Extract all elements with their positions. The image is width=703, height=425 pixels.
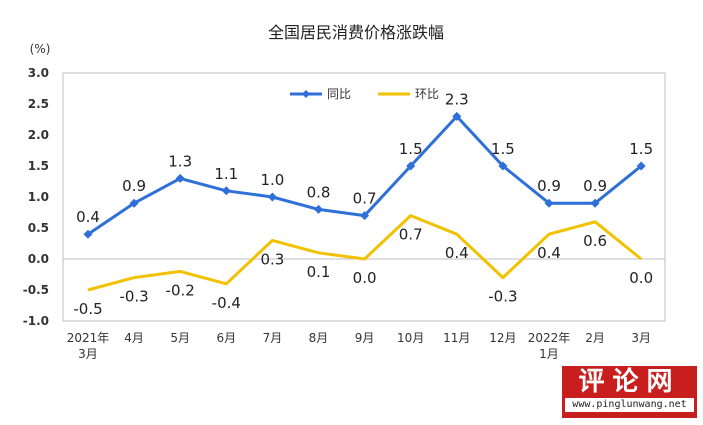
yoy-data-label: 0.9 (122, 177, 146, 195)
yoy-data-label: 1.0 (260, 171, 284, 189)
yoy-point-marker (175, 173, 185, 183)
mom-data-label: -0.4 (212, 294, 241, 312)
x-tick-label: 4月 (124, 331, 144, 345)
yoy-point-marker (267, 192, 277, 202)
y-tick-label: 2.5 (28, 97, 49, 111)
mom-data-label: 0.1 (307, 263, 331, 281)
x-tick-label: 11月 (443, 331, 470, 345)
mom-data-label: 0.0 (353, 269, 377, 287)
x-tick-label: 3月 (78, 347, 98, 361)
yoy-point-marker (544, 198, 554, 208)
yoy-point-marker (221, 186, 231, 196)
watermark-text: 评论网 (578, 367, 681, 397)
yoy-data-label: 1.5 (399, 140, 423, 158)
legend-label-yoy: 同比 (327, 87, 351, 101)
y-unit-label: (%) (30, 42, 51, 56)
x-tick-label: 10月 (397, 331, 424, 345)
x-tick-label: 9月 (355, 331, 375, 345)
x-tick-label: 2月 (585, 331, 605, 345)
mom-data-label: 0.3 (260, 250, 284, 268)
mom-data-label: 0.4 (537, 244, 561, 262)
yoy-point-marker (452, 111, 462, 121)
mom-data-label: 0.6 (583, 232, 607, 250)
yoy-point-marker (636, 161, 646, 171)
legend-label-mom: 环比 (415, 87, 439, 101)
yoy-data-label: 0.7 (353, 190, 377, 208)
yoy-point-marker (406, 161, 416, 171)
x-tick-label: 3月 (631, 331, 651, 345)
yoy-data-label: 1.5 (629, 140, 653, 158)
yoy-point-marker (83, 229, 93, 239)
mom-data-label: -0.3 (488, 288, 517, 306)
x-tick-label: 1月 (539, 347, 559, 361)
x-tick-label: 8月 (309, 331, 329, 345)
yoy-point-marker (314, 204, 323, 214)
yoy-data-label: 2.3 (445, 90, 469, 108)
plot-area: 3.0 2.5 2.0 1.5 1.0 0.5 0.0 -0.5 -1.0 2021年 3月 4月 5月… (23, 66, 666, 361)
y-tick-label: -0.5 (23, 283, 49, 297)
mom-data-label: -0.5 (73, 300, 102, 318)
x-tick-label: 7月 (263, 331, 283, 345)
y-tick-label: 1.0 (28, 190, 49, 204)
x-tick-label: 2022年 (528, 331, 571, 345)
yoy-data-label: 1.1 (214, 165, 238, 183)
yoy-data-label: 0.9 (583, 177, 607, 195)
mom-data-label: 0.0 (629, 269, 653, 287)
y-tick-label: 3.0 (28, 66, 49, 80)
x-tick-label: 2021年 (67, 331, 110, 345)
y-tick-label: 2.0 (28, 128, 49, 142)
mom-data-label: 0.4 (445, 244, 469, 262)
plot-frame (62, 72, 666, 322)
mom-data-label: -0.2 (166, 281, 195, 299)
mom-data-label: -0.3 (119, 288, 148, 306)
yoy-data-label: 1.3 (168, 152, 192, 170)
yoy-data-label: 0.9 (537, 177, 561, 195)
yoy-point-marker (590, 198, 600, 208)
mom-data-label: 0.7 (399, 226, 423, 244)
y-tick-label: 0.5 (28, 221, 49, 235)
x-tick-label: 12月 (489, 331, 516, 345)
watermark-logo: 评论网 www.pinglunwang.net (562, 366, 697, 418)
series-line-mom (87, 214, 643, 292)
x-tick-label: 6月 (216, 331, 236, 345)
yoy-point-marker (360, 211, 370, 221)
yoy-point-marker (129, 198, 139, 208)
legend-marker-yoy (302, 90, 310, 98)
watermark-url: www.pinglunwang.net (565, 398, 694, 412)
legend: 同比 环比 (290, 87, 439, 101)
x-tick-label: 5月 (170, 331, 190, 345)
y-tick-label: 0.0 (28, 252, 49, 266)
y-tick-label: 1.5 (28, 159, 49, 173)
yoy-point-marker (498, 161, 508, 171)
yoy-data-label: 1.5 (491, 140, 515, 158)
yoy-data-label: 0.8 (307, 183, 331, 201)
chart-title: 全国居民消费价格涨跌幅 (268, 23, 444, 42)
yoy-data-label: 0.4 (76, 208, 100, 226)
y-tick-label: -1.0 (23, 314, 49, 328)
